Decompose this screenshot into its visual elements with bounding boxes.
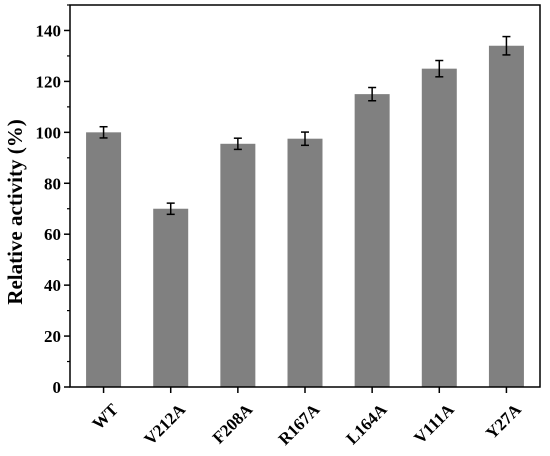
y-tick-label: 60 bbox=[44, 225, 61, 244]
bar-r167a bbox=[287, 138, 323, 387]
bar-f208a bbox=[220, 143, 256, 387]
y-tick-label: 140 bbox=[36, 21, 62, 40]
x-tick-label: F208A bbox=[209, 400, 257, 448]
y-tick-label: 120 bbox=[36, 72, 62, 91]
y-tick-label: 40 bbox=[44, 276, 61, 295]
x-tick-label: WT bbox=[89, 400, 123, 434]
bar-wt bbox=[86, 132, 122, 387]
x-tick-label: V111A bbox=[410, 400, 458, 448]
x-ticks-group: WT V212A F208A R167A L164A V111A Y27A bbox=[89, 387, 525, 449]
plot-frame bbox=[69, 4, 541, 388]
x-tick-label: R167A bbox=[275, 400, 324, 449]
y-tick-label: 0 bbox=[53, 378, 62, 397]
y-tick-label: 80 bbox=[44, 174, 61, 193]
bars-group bbox=[86, 45, 524, 388]
bar-l164a bbox=[354, 94, 390, 387]
plot-border bbox=[69, 4, 541, 388]
bar-v111a bbox=[421, 68, 457, 388]
x-tick-label: L164A bbox=[342, 400, 391, 449]
bar-v212a bbox=[153, 208, 189, 387]
x-tick-label: V212A bbox=[140, 400, 189, 449]
x-tick-label: Y27A bbox=[482, 400, 525, 443]
y-ticks-group: 0 20 40 60 80 100 120 140 bbox=[36, 4, 70, 397]
error-bars-group bbox=[99, 35, 511, 216]
y-tick-label: 100 bbox=[36, 123, 62, 142]
y-tick-label: 20 bbox=[44, 327, 61, 346]
y-axis-title: Relative activity (%) bbox=[3, 119, 27, 304]
bar-y27a bbox=[488, 45, 524, 387]
